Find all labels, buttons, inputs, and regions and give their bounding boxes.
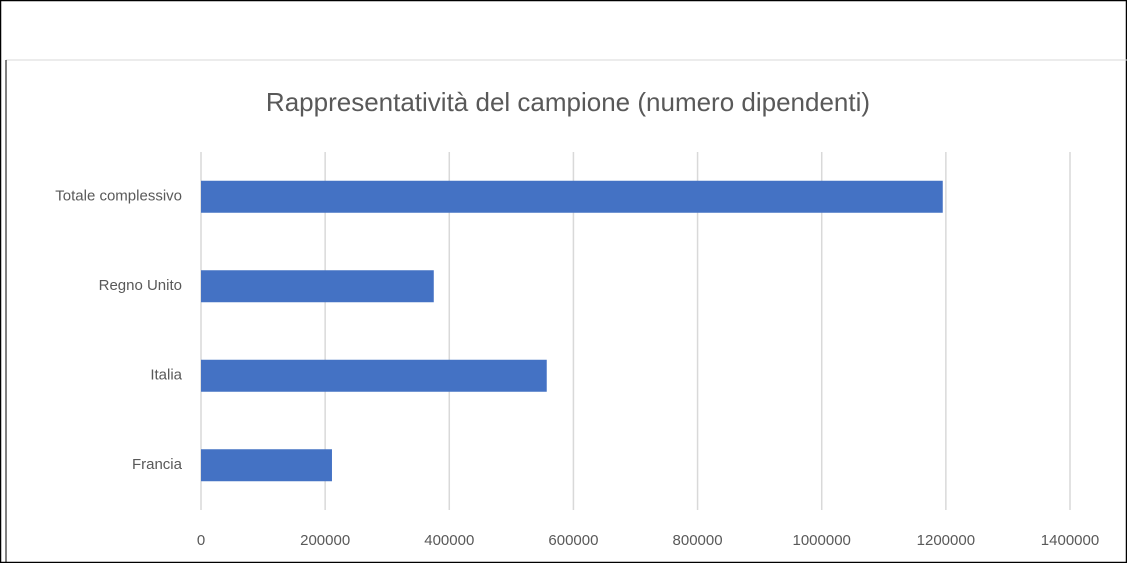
x-tick-label: 1400000 (1041, 532, 1099, 549)
y-tick-label: Totale complessivo (55, 188, 182, 205)
chart-title: Rappresentatività del campione (numero d… (266, 87, 870, 117)
x-tick-label: 400000 (424, 532, 474, 549)
y-tick-label: Regno Unito (99, 277, 182, 294)
y-tick-label: Francia (132, 456, 183, 473)
bar (201, 359, 547, 392)
x-tick-label: 600000 (548, 532, 598, 549)
x-tick-label: 1000000 (793, 532, 851, 549)
bar (201, 270, 434, 303)
bar (201, 449, 332, 482)
y-tick-label: Italia (150, 367, 182, 384)
bar (201, 180, 943, 213)
x-tick-label: 1200000 (917, 532, 975, 549)
x-tick-label: 0 (197, 532, 205, 549)
x-tick-label: 800000 (673, 532, 723, 549)
x-tick-label: 200000 (300, 532, 350, 549)
